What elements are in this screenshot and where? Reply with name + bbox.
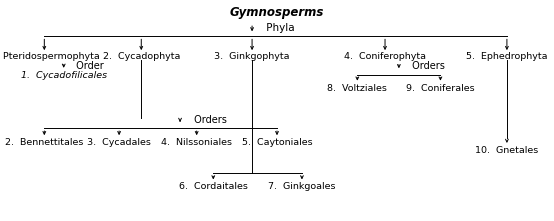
Text: Order: Order — [73, 61, 104, 71]
Text: 5.  Ephedrophyta: 5. Ephedrophyta — [466, 52, 548, 61]
Text: 2.  Bennettitales: 2. Bennettitales — [5, 138, 84, 147]
Text: 6.  Cordaitales: 6. Cordaitales — [179, 182, 248, 191]
Text: Phyla: Phyla — [263, 23, 295, 33]
Text: 2.  Cycadophyta: 2. Cycadophyta — [102, 52, 180, 61]
Text: Gymnosperms: Gymnosperms — [230, 6, 324, 19]
Text: 1.  Pteridospermophyta: 1. Pteridospermophyta — [0, 52, 100, 61]
Text: 7.  Ginkgoales: 7. Ginkgoales — [268, 182, 336, 191]
Text: 4.  Nilssoniales: 4. Nilssoniales — [161, 138, 232, 147]
Text: 4.  Coniferophyta: 4. Coniferophyta — [344, 52, 426, 61]
Text: 10.  Gnetales: 10. Gnetales — [475, 146, 538, 155]
Text: 3.  Ginkgophyta: 3. Ginkgophyta — [214, 52, 290, 61]
Text: Orders: Orders — [191, 115, 227, 126]
Text: Orders: Orders — [409, 61, 445, 71]
Text: 8.  Voltziales: 8. Voltziales — [327, 84, 387, 93]
Text: 1.  Cycadofilicales: 1. Cycadofilicales — [20, 71, 107, 80]
Text: 5.  Caytoniales: 5. Caytoniales — [242, 138, 312, 147]
Text: 9.  Coniferales: 9. Coniferales — [406, 84, 475, 93]
Text: 3.  Cycadales: 3. Cycadales — [87, 138, 151, 147]
